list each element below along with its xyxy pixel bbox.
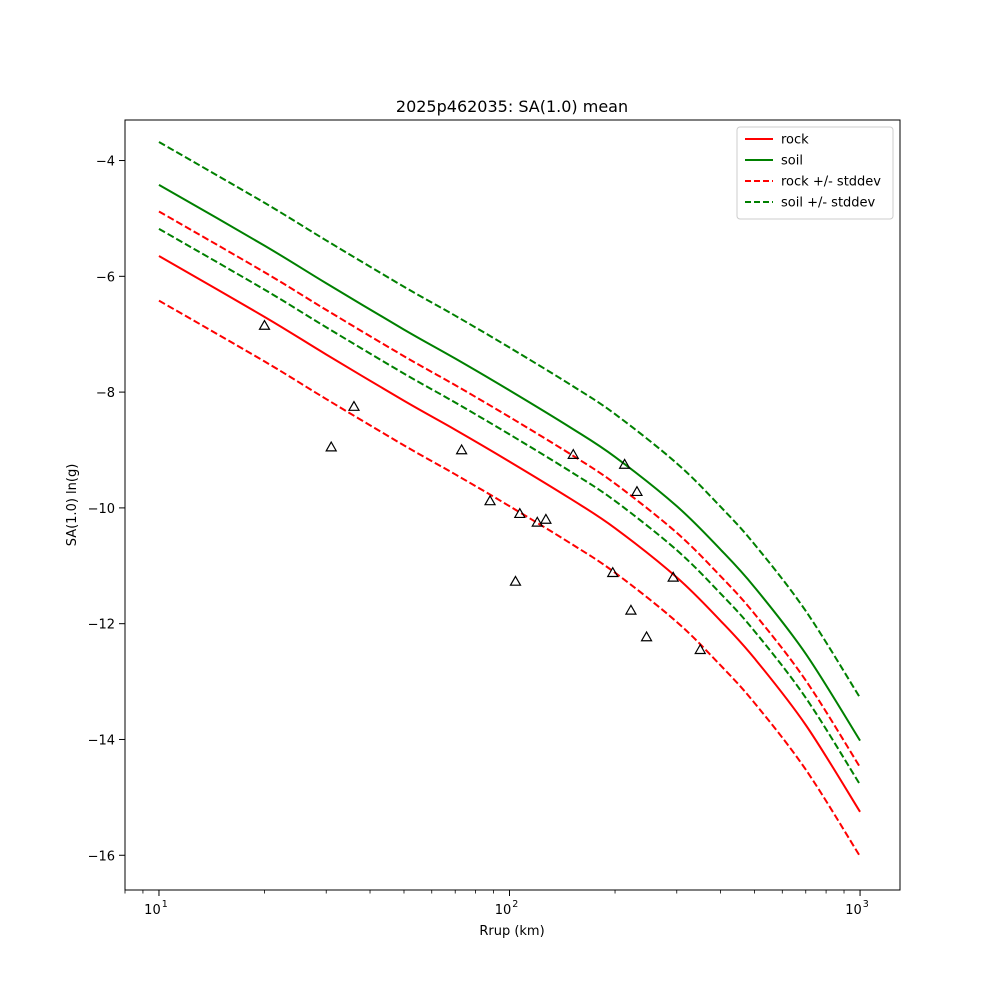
plot-content [158,141,861,857]
legend-label: soil +/- stddev [781,196,876,211]
x-axis-label: Rrup (km) [479,924,544,939]
observation-marker-5 [484,494,497,506]
chart-title: 2025p462035: SA(1.0) mean [396,97,628,116]
observation-marker-12 [618,458,631,469]
legend: rock soil rock +/- stddev soil +/- stddev [736,126,894,220]
observation-marker-1 [258,319,271,330]
observation-marker-2 [325,440,338,452]
y-tick-label: −8 [96,386,115,401]
series-line-5 [158,227,861,786]
y-tick-label: −14 [88,733,115,748]
observation-marker-6 [509,575,522,586]
y-tick-label: −16 [88,849,115,864]
observation-marker-9 [539,513,552,524]
observation-marker-4 [455,443,468,455]
y-axis: −4 −6 −8 −10 −12 −14 −16 [88,155,125,864]
series-line-6 [158,141,861,699]
series-line-4 [158,299,861,857]
observation-marker-14 [630,485,644,497]
observation-marker-13 [624,604,637,615]
y-tick-label: −6 [96,270,115,285]
series-line-3 [158,210,861,768]
observation-marker-15 [640,630,653,642]
legend-label: rock [781,133,809,148]
observation-marker-17 [694,643,707,655]
y-tick-label: −12 [88,618,115,633]
legend-label: rock +/- stddev [781,175,881,190]
series-line-2 [158,183,861,742]
axes-frame [124,119,901,891]
y-tick-label: −10 [88,502,115,517]
observation-marker-10 [567,448,580,459]
observation-marker-11 [606,566,619,578]
observation-marker-3 [347,400,361,411]
observation-marker-7 [513,507,526,519]
observation-marker-8 [531,516,544,527]
observation-marker-16 [667,571,680,582]
series-line-1 [158,255,861,813]
y-tick-label: −4 [96,155,115,170]
legend-label: soil [781,154,803,169]
legend-box [736,126,894,220]
y-axis-label: SA(1.0) ln(g) [65,464,80,547]
